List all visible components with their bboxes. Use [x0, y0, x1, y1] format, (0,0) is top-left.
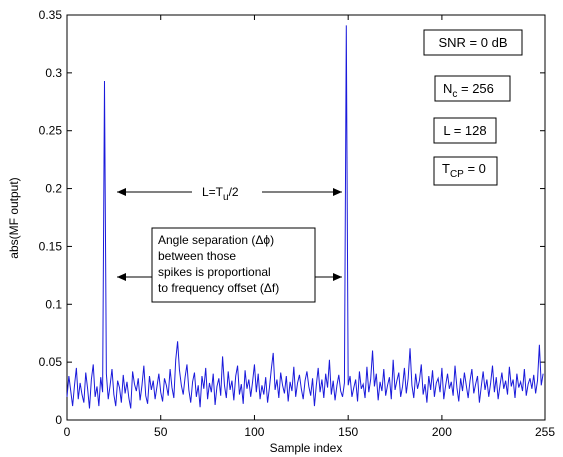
nc-box-frame [434, 75, 511, 102]
tcp-label: TCP = 0 [442, 161, 486, 180]
y-tick-label: 0.05 [39, 355, 63, 369]
spike-distance-arrow: L=Tu/2 [117, 185, 342, 203]
tcp-rest: = 0 [464, 161, 486, 176]
y-axis-label: abs(MF output) [7, 177, 21, 258]
arrow-label-main: L=T [202, 185, 224, 199]
tcp-box-frame [433, 156, 498, 186]
x-tick-label: 100 [244, 425, 264, 439]
note-line-1: Angle separation (Δϕ) [158, 233, 274, 247]
x-tick-label: 255 [535, 425, 555, 439]
arrow-right-head [333, 188, 342, 196]
l-box: L = 128 [433, 117, 497, 144]
x-tick-label: 200 [432, 425, 452, 439]
x-tick-label: 0 [64, 425, 71, 439]
nc-label: Nc = 256 [443, 81, 494, 100]
snr-box-frame [423, 29, 523, 56]
y-tick-label: 0.15 [39, 239, 63, 253]
y-tick-label: 0.2 [45, 182, 62, 196]
nc-main: N [443, 81, 452, 96]
x-axis-label: Sample index [270, 441, 343, 455]
nc-rest: = 256 [457, 81, 494, 96]
tcp-main: T [442, 161, 450, 176]
angle-note-frame [151, 227, 316, 303]
y-tick-label: 0.1 [45, 297, 62, 311]
note-line-4: to frequency offset (Δf) [158, 281, 279, 295]
arrow-label-rest: /2 [229, 185, 239, 199]
series-line [66, 25, 544, 409]
l-label: L = 128 [443, 123, 486, 138]
x-tick-label: 150 [338, 425, 358, 439]
tick-labels-layer: 0 50 100 150 200 255 0 0.05 0.1 0.15 0.2 0.25 0.3 0.3… [39, 8, 556, 439]
y-tick-label: 0.25 [39, 124, 63, 138]
note-line-3: spikes is proportional [158, 265, 271, 279]
note-arrow-left-head [117, 273, 126, 281]
arrow-label-sub: u [223, 192, 229, 203]
snr-box: SNR = 0 dB [423, 29, 523, 56]
x-tick-label: 50 [154, 425, 168, 439]
y-tick-label: 0.35 [39, 8, 63, 22]
ticks-layer [66, 14, 546, 421]
tcp-sub: CP [450, 169, 464, 180]
tcp-box: TCP = 0 [433, 156, 498, 186]
angle-note: Angle separation (Δϕ) between those spik… [117, 227, 342, 303]
note-arrow-right-head [333, 273, 342, 281]
note-line-2: between those [158, 249, 236, 263]
arrow-left-head [117, 188, 126, 196]
nc-sub: c [452, 89, 457, 100]
nc-box: Nc = 256 [434, 75, 511, 102]
l-box-frame [433, 117, 497, 144]
y-tick-label: 0 [55, 413, 62, 427]
y-tick-label: 0.3 [45, 66, 62, 80]
arrow-label: L=Tu/2 [202, 185, 239, 203]
plot-frame [66, 14, 546, 421]
snr-label: SNR = 0 dB [438, 35, 507, 50]
